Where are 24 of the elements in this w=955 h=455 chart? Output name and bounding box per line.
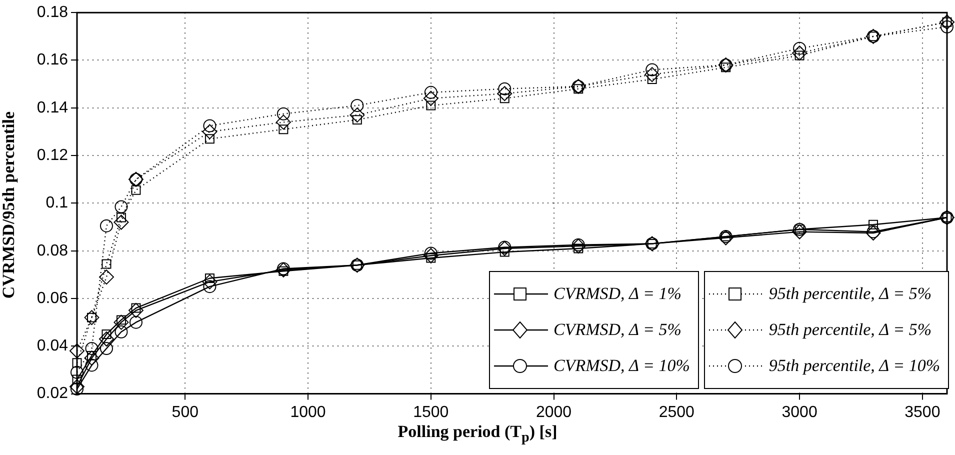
x-tick-label: 1000	[290, 404, 326, 421]
x-tick-label: 500	[172, 404, 199, 421]
legend-label: 95th percentile, Δ = 5%	[768, 320, 932, 340]
y-tick-label: 0.04	[36, 338, 68, 355]
y-tick-label: 0.18	[36, 4, 68, 22]
x-tick-label: 3500	[904, 404, 940, 421]
y-tick-label: 0.12	[36, 146, 68, 164]
x-tick-label: 2500	[658, 404, 695, 421]
y-tick-label: 0.14	[36, 99, 68, 116]
y-tick-label: 0.06	[36, 290, 68, 307]
legend-label: CVRMSD, Δ = 10%	[554, 356, 690, 376]
y-tick-label: 0.08	[36, 242, 68, 260]
y-tick-label: 0.16	[36, 52, 68, 69]
y-tick-label: 0.02	[36, 385, 68, 402]
x-tick-label: 3000	[782, 404, 818, 421]
legend-label: CVRMSD, Δ = 1%	[554, 284, 682, 304]
y-axis-title: CVRMSD/95th percentile	[0, 110, 19, 301]
x-tick-label: 1500	[413, 404, 449, 421]
legend-label: 95th percentile, Δ = 10%	[768, 356, 940, 376]
y-tick-label: 0.1	[46, 194, 68, 212]
legend-label: 95th percentile, Δ = 5%	[768, 284, 932, 304]
x-axis-title: Polling period (T$_{p}$) [s]	[396, 422, 558, 446]
legend-label: CVRMSD, Δ = 5%	[554, 320, 682, 340]
x-tick-label: 2000	[536, 404, 572, 421]
